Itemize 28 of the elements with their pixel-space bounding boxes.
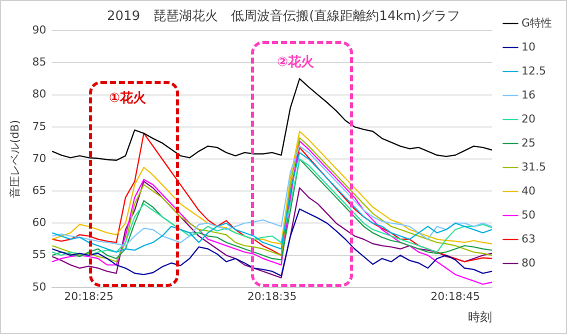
legend-label: 63 [521,232,536,246]
y-tick-label: 65 [32,184,46,197]
legend-label: G特性 [521,16,552,30]
x-tick-label: 20:18:25 [64,290,114,303]
x-tick-label: 20:18:45 [430,290,480,303]
y-tick-label: 75 [32,120,46,133]
legend-label: 31.5 [521,160,546,174]
y-tick-label: 50 [32,280,46,294]
chart-title: 2019 琵琶湖花火 低周波音伝搬(直線距離約14km)グラフ [107,9,460,24]
x-axis-title: 時刻 [468,310,492,324]
x-tick-label: 20:18:35 [247,290,297,303]
y-tick-label: 70 [32,152,46,165]
y-axis-title: 音圧レベル(dB) [8,120,22,198]
legend-label: 40 [521,184,536,198]
annotation: ②花火 [277,54,314,71]
y-tick-label: 60 [32,216,46,230]
y-tick-label: 80 [32,88,46,101]
y-tick-label: 85 [32,56,46,69]
legend-label: 16 [521,88,536,102]
legend-label: 12.5 [521,64,546,78]
y-tick-label: 55 [32,248,46,262]
legend-label: 80 [521,256,536,270]
legend-label: 20 [521,112,536,126]
annotation: ①花火 [109,90,146,107]
y-tick-label: 90 [32,23,46,36]
legend-label: 25 [521,136,536,150]
legend-label: 10 [521,40,536,54]
legend-label: 50 [521,208,536,222]
